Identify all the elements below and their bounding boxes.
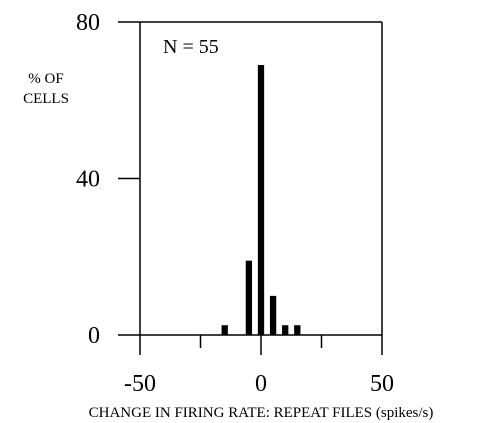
x-axis-title: CHANGE IN FIRING RATE: REPEAT FILES (spi… — [89, 405, 434, 421]
histogram-bar — [269, 295, 277, 335]
histogram-bar — [257, 65, 265, 335]
x-tick-label: 0 — [255, 371, 267, 397]
histogram-bar — [282, 325, 289, 335]
y-axis-title-line2: CELLS — [23, 91, 69, 107]
histogram-bar — [245, 260, 253, 335]
y-tick-label: 80 — [76, 10, 100, 36]
x-tick-label: 50 — [370, 371, 394, 397]
annotation-n: N = 55 — [163, 36, 219, 58]
histogram-bar — [294, 325, 301, 335]
y-tick-label: 0 — [88, 323, 100, 349]
y-axis-title-line1: % OF — [28, 71, 63, 87]
x-tick-label: -50 — [124, 371, 156, 397]
histogram-bar — [221, 325, 228, 335]
y-tick-label: 40 — [76, 167, 100, 193]
